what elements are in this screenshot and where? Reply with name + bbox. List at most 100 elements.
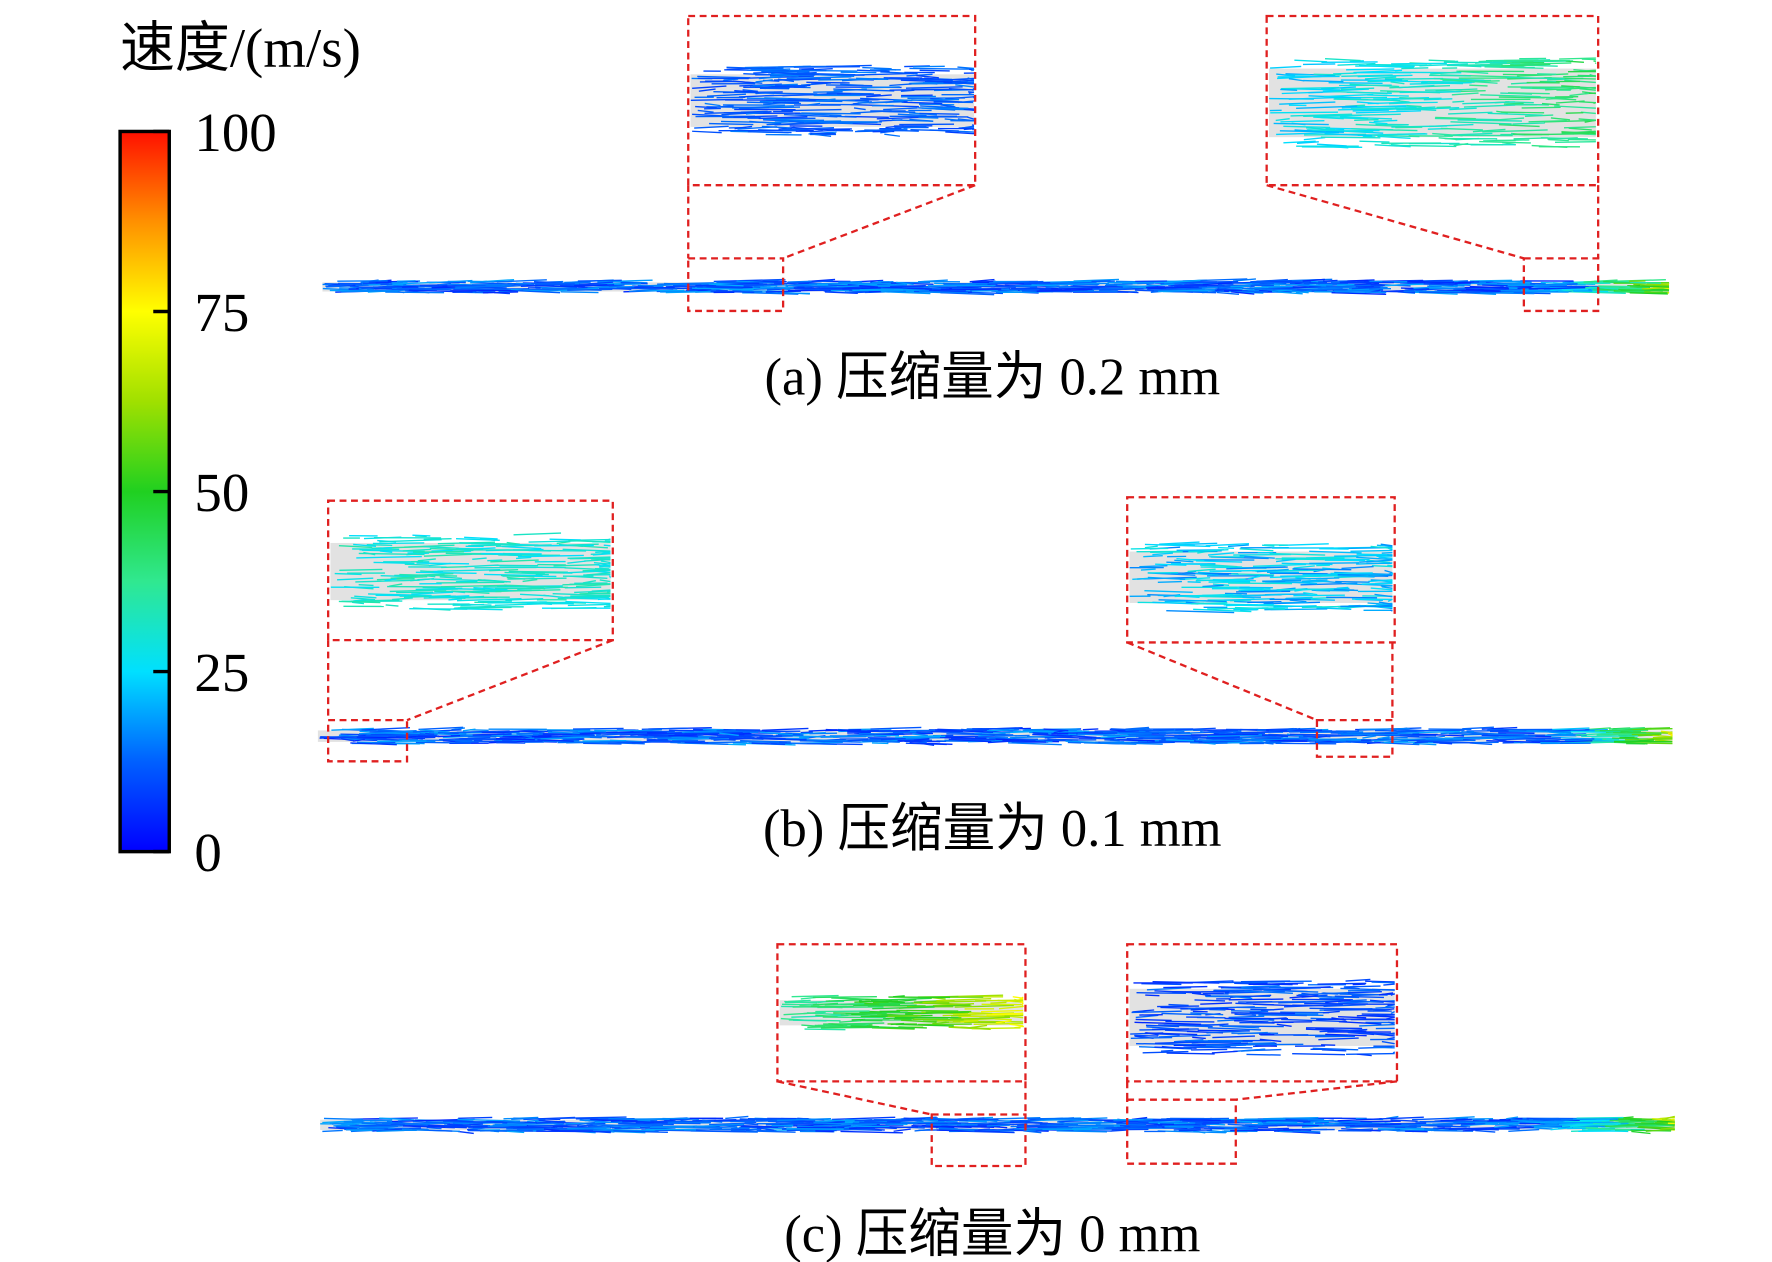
flow-streak — [1337, 62, 1376, 66]
flow-streak — [1207, 734, 1263, 738]
flow-streak — [1146, 987, 1192, 991]
flow-streak — [473, 740, 517, 743]
flow-streak — [1323, 1008, 1389, 1011]
flow-streak — [716, 729, 756, 733]
flow-streak — [1395, 107, 1437, 112]
flow-streak — [455, 285, 512, 288]
flow-streak — [1428, 59, 1456, 62]
flow-streak — [1316, 607, 1352, 611]
flow-streak — [916, 74, 939, 79]
flow-streak — [1376, 544, 1393, 548]
flow-streak — [1143, 555, 1163, 558]
flow-streak — [556, 540, 571, 545]
flow-streak — [1136, 992, 1187, 994]
flow-streak — [1230, 1010, 1269, 1013]
flow-streak — [1307, 1119, 1361, 1123]
flow-streak — [1309, 1007, 1376, 1010]
flow-streak — [957, 118, 975, 122]
flow-streak — [1633, 283, 1670, 287]
flow-streak — [563, 737, 584, 741]
flow-streak — [1326, 596, 1378, 599]
flow-streak — [1309, 562, 1360, 565]
flow-streak — [1252, 563, 1307, 567]
flow-streak — [500, 574, 535, 578]
flow-streak — [990, 280, 1044, 285]
flow-streak — [692, 130, 722, 134]
flow-streak — [443, 1120, 508, 1124]
flow-streak — [1239, 555, 1275, 559]
flow-streak — [850, 1025, 915, 1029]
flow-streak — [970, 278, 995, 283]
flow-streak — [1315, 739, 1332, 743]
flow-streak — [730, 1129, 796, 1133]
flow-streak — [1296, 105, 1358, 109]
flow-streak — [1292, 1052, 1346, 1056]
flow-streak — [456, 598, 522, 602]
flow-streak — [505, 597, 544, 601]
flow-streak — [502, 1122, 557, 1125]
flow-streak — [1198, 740, 1235, 744]
flow-streak — [725, 1115, 749, 1120]
flow-streak — [503, 1116, 539, 1120]
flow-streak — [1275, 742, 1337, 745]
zoom-box — [687, 257, 785, 313]
flow-streak — [641, 727, 689, 730]
flow-streak — [1296, 141, 1319, 144]
flow-streak — [1281, 562, 1333, 566]
flow-streak — [1314, 114, 1362, 118]
flow-streak — [483, 579, 511, 583]
zoom-box — [1126, 1098, 1237, 1165]
flow-streak — [587, 285, 635, 289]
flow-streak — [412, 736, 436, 739]
flow-streak — [1227, 1123, 1258, 1127]
flow-streak — [1505, 76, 1565, 80]
flow-streak — [1137, 282, 1154, 285]
flow-streak — [567, 288, 613, 291]
flow-streak — [1152, 552, 1173, 556]
flow-streak — [1142, 1050, 1189, 1054]
flow-streak — [586, 572, 611, 576]
flow-streak — [608, 284, 625, 288]
flow-streak — [981, 1009, 1024, 1013]
flow-streak — [709, 1122, 755, 1126]
flow-streak — [742, 89, 758, 92]
flow-streak — [1162, 1124, 1210, 1127]
flow-streak — [573, 727, 624, 730]
flow-streak — [1351, 105, 1417, 108]
flow-streak — [408, 289, 473, 293]
zoom-boxes — [327, 14, 1600, 1168]
flow-streak — [501, 545, 542, 550]
flow-streak — [1359, 1023, 1395, 1027]
flow-streak — [1114, 1119, 1181, 1123]
flow-streak — [584, 558, 611, 562]
flow-streak — [1313, 73, 1342, 76]
flow-streak — [1119, 1125, 1158, 1128]
flow-streak — [756, 1127, 775, 1131]
flow-streak — [1307, 129, 1374, 133]
flow-streak — [359, 730, 413, 735]
flow-streak — [569, 575, 608, 580]
zoom-box — [1265, 14, 1600, 187]
flow-streak — [665, 290, 711, 294]
flow-streak — [1638, 1125, 1675, 1129]
flow-streak — [1125, 727, 1150, 731]
flow-streak — [1460, 63, 1503, 66]
flow-streak — [1207, 607, 1269, 610]
flow-streak — [773, 287, 791, 291]
flow-streak — [773, 78, 832, 81]
flow-streak — [1175, 727, 1216, 731]
flow-streak — [1273, 605, 1317, 608]
flow-streak — [1221, 1025, 1260, 1029]
flow-streak — [974, 736, 1009, 739]
flow-streak — [420, 570, 434, 573]
flow-streak — [1154, 1046, 1197, 1049]
flow-streak — [1631, 733, 1661, 736]
flow-streak — [583, 742, 622, 745]
flow-streak — [1493, 280, 1532, 283]
flow-streak — [1205, 543, 1250, 547]
flow-streak — [946, 733, 1014, 736]
flow-streak — [1248, 575, 1261, 580]
flow-streak — [1301, 992, 1319, 996]
flow-streak — [1359, 140, 1390, 143]
